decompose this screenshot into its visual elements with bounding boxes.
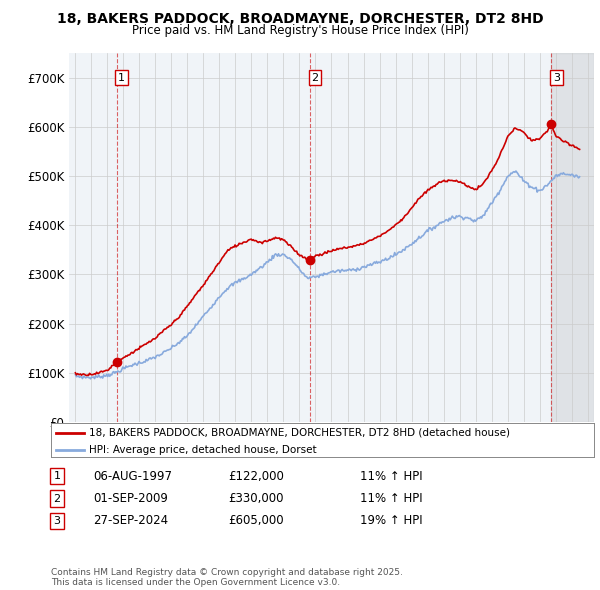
Text: 2: 2 [311, 73, 319, 83]
Text: 18, BAKERS PADDOCK, BROADMAYNE, DORCHESTER, DT2 8HD: 18, BAKERS PADDOCK, BROADMAYNE, DORCHEST… [56, 12, 544, 26]
Text: 1: 1 [53, 471, 61, 481]
Bar [551, 53, 594, 422]
Text: £605,000: £605,000 [228, 514, 284, 527]
Text: 01-SEP-2009: 01-SEP-2009 [93, 492, 168, 505]
Text: £330,000: £330,000 [228, 492, 284, 505]
Text: 11% ↑ HPI: 11% ↑ HPI [360, 470, 422, 483]
Text: 3: 3 [553, 73, 560, 83]
Text: 19% ↑ HPI: 19% ↑ HPI [360, 514, 422, 527]
Text: 2: 2 [53, 494, 61, 503]
Text: 11% ↑ HPI: 11% ↑ HPI [360, 492, 422, 505]
Text: 06-AUG-1997: 06-AUG-1997 [93, 470, 172, 483]
Text: 3: 3 [53, 516, 61, 526]
Text: 18, BAKERS PADDOCK, BROADMAYNE, DORCHESTER, DT2 8HD (detached house): 18, BAKERS PADDOCK, BROADMAYNE, DORCHEST… [89, 428, 510, 438]
Text: £122,000: £122,000 [228, 470, 284, 483]
Text: 27-SEP-2024: 27-SEP-2024 [93, 514, 168, 527]
Text: HPI: Average price, detached house, Dorset: HPI: Average price, detached house, Dors… [89, 445, 317, 455]
Text: 1: 1 [118, 73, 125, 83]
Text: Price paid vs. HM Land Registry's House Price Index (HPI): Price paid vs. HM Land Registry's House … [131, 24, 469, 37]
Text: Contains HM Land Registry data © Crown copyright and database right 2025.
This d: Contains HM Land Registry data © Crown c… [51, 568, 403, 587]
